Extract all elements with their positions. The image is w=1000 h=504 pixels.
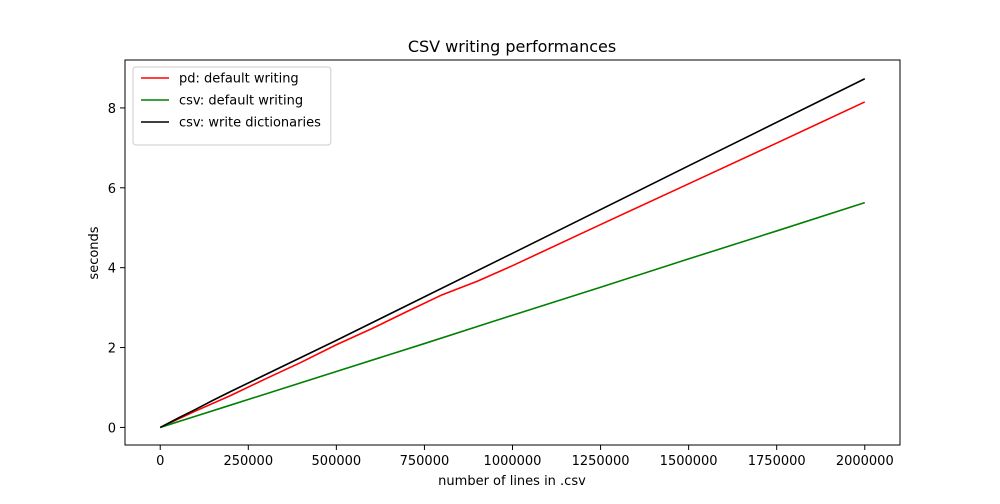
- legend-box: [132, 66, 332, 146]
- x-tick-label: 1000000: [484, 454, 542, 469]
- y-tick-label: 8: [108, 102, 116, 117]
- legend: pd: default writing csv: default writing c…: [132, 66, 332, 146]
- x-tick-label: 2000000: [836, 454, 894, 469]
- x-tick-label: 500000: [312, 454, 362, 469]
- x-tick-label: 0: [156, 454, 164, 469]
- series-line-2: [159, 78, 866, 429]
- x-tick-label: 1750000: [748, 454, 806, 469]
- x-axis-label: number of lines in .csv: [438, 474, 586, 489]
- chart-title: CSV writing performances: [408, 37, 616, 56]
- legend-label: csv: write dictionaries: [179, 116, 321, 131]
- legend-label: pd: default writing: [179, 72, 299, 87]
- series-line-1: [159, 201, 866, 429]
- x-axis: 0 250000 500000 750000 1000000 1250000 1500000…: [156, 445, 894, 469]
- plot-area: [159, 78, 866, 429]
- y-axis-label: seconds: [87, 226, 102, 279]
- x-tick-label: 1500000: [660, 454, 718, 469]
- y-tick-label: 6: [108, 182, 116, 197]
- series-line-0: [159, 101, 866, 429]
- x-tick-label: 1250000: [572, 454, 630, 469]
- y-tick-label: 2: [108, 342, 116, 357]
- y-tick-label: 4: [108, 262, 116, 277]
- legend-label: csv: default writing: [179, 94, 303, 109]
- x-tick-label: 750000: [400, 454, 450, 469]
- y-tick-label: 0: [108, 421, 116, 436]
- y-axis: 0 2 4 6 8: [108, 102, 125, 436]
- x-tick-label: 250000: [223, 454, 273, 469]
